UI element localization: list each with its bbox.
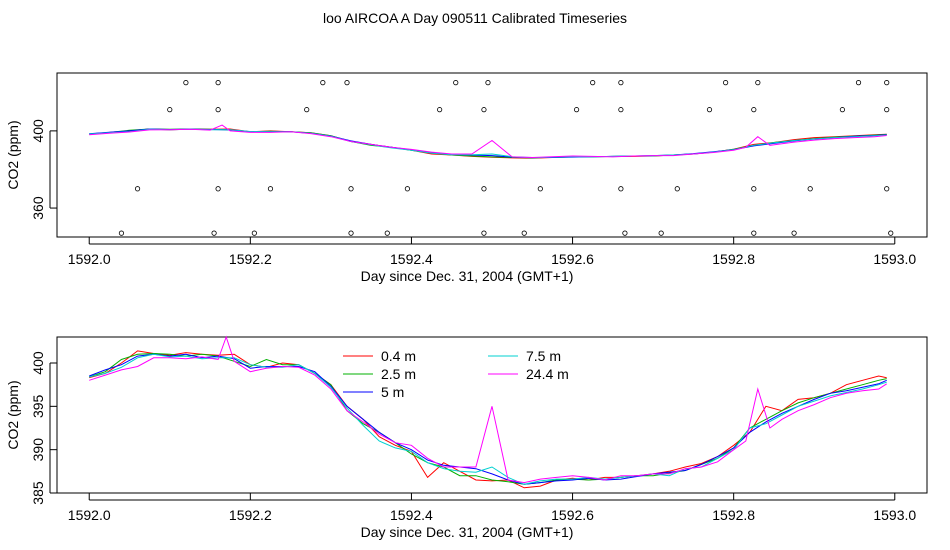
outlier-marker	[215, 107, 221, 113]
x-tick-label: 1593.0	[873, 251, 916, 267]
outlier-marker	[251, 230, 257, 236]
outlier-marker	[622, 230, 628, 236]
outlier-marker	[658, 230, 664, 236]
outlier-marker	[304, 107, 310, 113]
outlier-marker	[723, 80, 729, 86]
outlier-marker	[618, 107, 624, 113]
outlier-marker	[404, 186, 411, 192]
bottom-panel: 1592.0 1592.2 1592.4 1592.6 1592.8 1593.0 385 3…	[5, 335, 928, 540]
legend-label: 5 m	[381, 384, 404, 400]
plot-frame	[56, 336, 928, 494]
series-line-5	[89, 124, 887, 159]
x-axis-label: Day since Dec. 31, 2004 (GMT+1)	[361, 268, 574, 284]
outlier-marker	[134, 186, 141, 192]
y-axis-label: CO2 (ppm)	[5, 120, 21, 189]
outlier-marker	[573, 107, 580, 113]
outlier-marker	[453, 80, 459, 86]
outlier-marker	[215, 186, 221, 192]
outlier-marker	[618, 186, 624, 192]
x-tick-label: 1592.8	[712, 251, 755, 267]
outlier-marker	[791, 230, 797, 236]
x-axis-label: Day since Dec. 31, 2004 (GMT+1)	[361, 524, 574, 540]
outlier-marker	[884, 186, 890, 192]
x-tick-label: 1592.6	[551, 507, 594, 523]
outlier-marker	[481, 186, 487, 192]
series-line-4	[89, 128, 887, 159]
x-tick-label: 1592.8	[712, 507, 755, 523]
legend-label: 7.5 m	[526, 348, 561, 364]
outlier-marker	[751, 186, 757, 192]
x-tick-label: 1592.0	[68, 251, 111, 267]
series-line-0-4-m	[89, 350, 887, 489]
y-tick-label: 390	[30, 438, 46, 462]
x-tick-label: 1592.0	[68, 507, 111, 523]
outlier-marker	[884, 80, 890, 86]
outlier-marker	[755, 80, 761, 86]
y-tick-label: 400	[30, 351, 46, 375]
outlier-marker	[118, 230, 125, 236]
chart-title: loo AIRCOA A Day 090511 Calibrated Times…	[322, 10, 627, 26]
y-tick-label: 400	[30, 119, 46, 143]
y-tick-label: 395	[30, 394, 46, 418]
legend-label: 24.4 m	[526, 366, 569, 382]
outlier-marker	[437, 107, 443, 113]
outlier-marker	[485, 80, 491, 86]
outlier-marker	[884, 107, 890, 113]
outlier-marker	[537, 186, 543, 192]
outlier-marker	[807, 186, 813, 192]
outlier-marker	[751, 230, 757, 236]
outlier-marker	[888, 230, 894, 236]
outlier-marker	[320, 80, 326, 86]
plot-frame	[56, 72, 928, 238]
y-axis-label: CO2 (ppm)	[5, 380, 21, 449]
outlier-marker	[167, 107, 173, 113]
outlier-marker	[481, 230, 487, 236]
outlier-marker	[183, 80, 189, 86]
top-panel: 1592.0 1592.2 1592.4 1592.6 1592.8 1593.0 360 4…	[5, 72, 928, 284]
outlier-marker	[618, 80, 624, 86]
outlier-marker	[481, 107, 487, 113]
series-line-24-4-m	[89, 335, 887, 484]
outlier-marker	[751, 107, 757, 113]
outlier-marker	[215, 80, 221, 86]
x-tick-label: 1592.2	[229, 251, 272, 267]
outlier-marker	[384, 230, 390, 236]
series-line-7-5-m	[89, 353, 887, 485]
x-tick-label: 1592.4	[390, 507, 433, 523]
outlier-marker	[348, 186, 354, 192]
outlier-marker	[344, 80, 350, 86]
outlier-marker	[267, 186, 274, 192]
x-tick-label: 1592.6	[551, 251, 594, 267]
x-tick-label: 1592.2	[229, 507, 272, 523]
y-tick-label: 360	[30, 196, 46, 220]
outlier-marker	[211, 230, 217, 236]
outlier-marker	[674, 186, 680, 192]
legend-label: 0.4 m	[381, 348, 416, 364]
outlier-marker	[590, 80, 596, 86]
outlier-marker	[706, 107, 713, 113]
y-tick-label: 385	[30, 481, 46, 505]
x-tick-label: 1593.0	[873, 507, 916, 523]
outlier-marker	[839, 107, 846, 113]
outlier-marker	[348, 230, 354, 236]
outlier-marker	[521, 230, 527, 236]
legend-label: 2.5 m	[381, 366, 416, 382]
outlier-marker	[855, 80, 862, 86]
x-tick-label: 1592.4	[390, 251, 433, 267]
